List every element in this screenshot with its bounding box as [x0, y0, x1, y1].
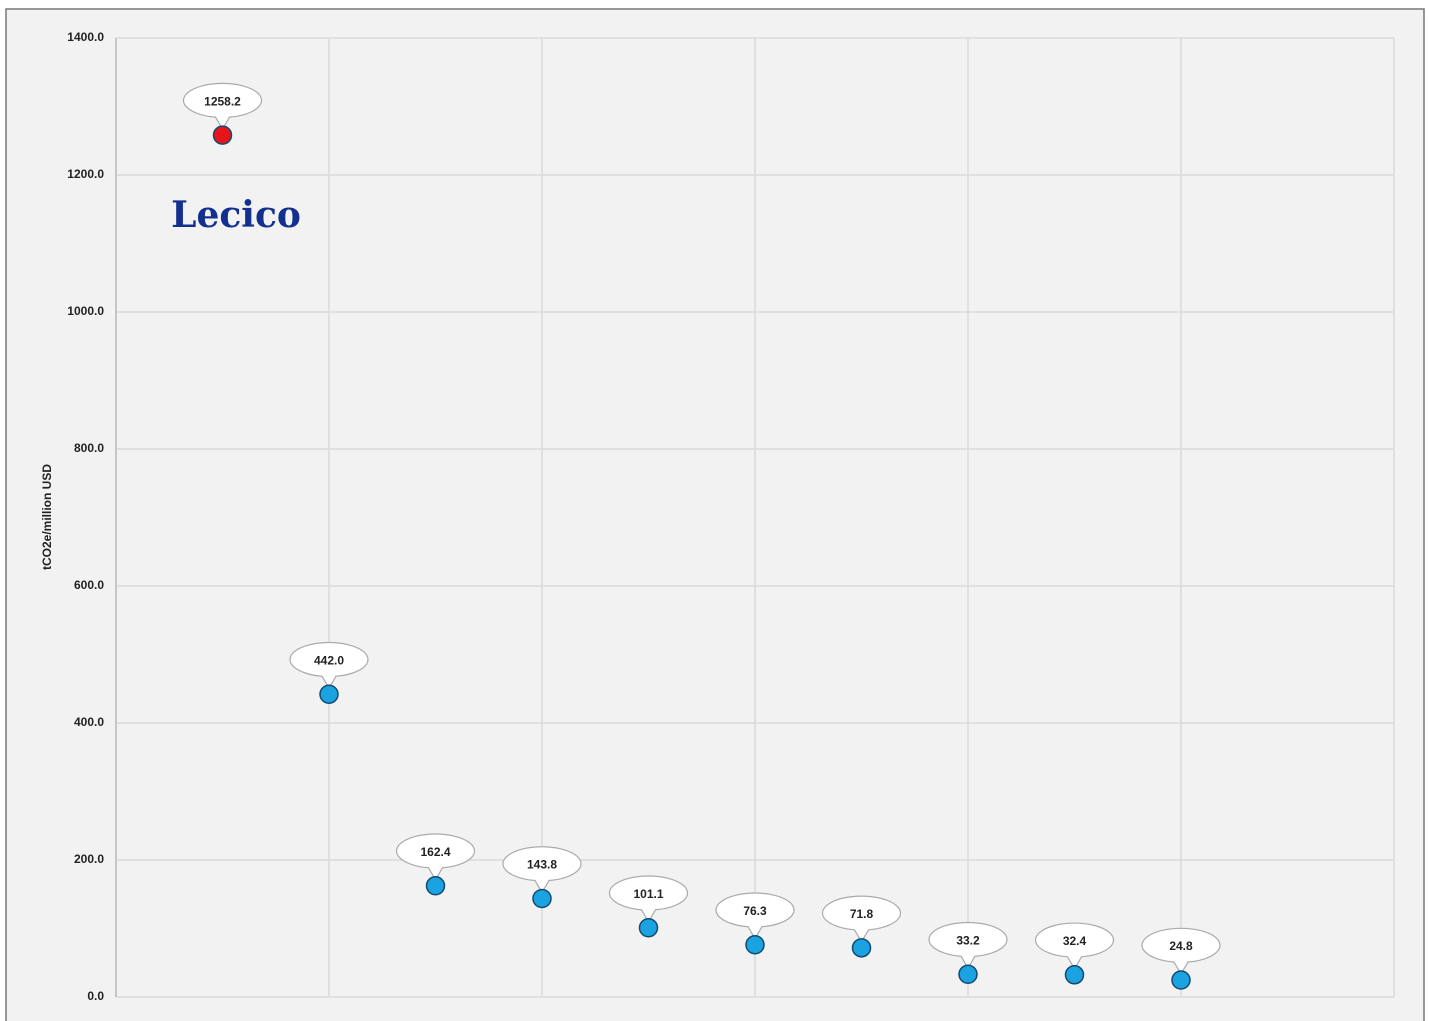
data-label: 33.2 — [956, 933, 980, 947]
data-label: 32.4 — [1063, 934, 1087, 948]
callout — [1141, 927, 1221, 976]
data-label: 162.4 — [420, 845, 450, 859]
data-label: 442.0 — [314, 653, 344, 667]
point — [212, 125, 233, 145]
callout — [1034, 922, 1115, 970]
callout — [395, 833, 476, 881]
point — [1064, 965, 1085, 985]
y-tick-label: 800.0 — [74, 441, 104, 455]
point — [319, 684, 339, 704]
y-tick-label: 1400.0 — [67, 30, 104, 44]
callout — [502, 846, 582, 894]
point — [958, 964, 978, 985]
callout — [608, 875, 689, 923]
y-tick-label: 400.0 — [74, 715, 104, 729]
data-label: 143.8 — [527, 858, 557, 872]
callout — [182, 82, 263, 131]
y-tick-label: 1200.0 — [67, 167, 104, 181]
y-tick-label: 0.0 — [87, 989, 104, 1003]
point — [851, 938, 872, 958]
logo: Lecico — [171, 194, 301, 236]
data-label: 71.8 — [850, 907, 874, 921]
y-axis-label: tCO2e/million USD — [40, 464, 54, 570]
data-label: 76.3 — [743, 904, 767, 918]
callout — [821, 895, 902, 944]
point — [745, 934, 765, 955]
callout — [928, 921, 1008, 970]
point — [532, 888, 552, 909]
data-label: 1258.2 — [204, 94, 241, 108]
frame — [5, 8, 1425, 1021]
y-tick-label: 200.0 — [74, 852, 104, 866]
y-tick-label: 600.0 — [74, 578, 104, 592]
data-label: 24.8 — [1169, 939, 1193, 953]
data-label: 101.1 — [633, 887, 663, 901]
point — [638, 917, 659, 938]
callout — [289, 641, 369, 690]
y-tick-label: 1000.0 — [67, 304, 104, 318]
point — [425, 876, 446, 896]
point — [1171, 970, 1191, 990]
callout — [715, 892, 795, 940]
